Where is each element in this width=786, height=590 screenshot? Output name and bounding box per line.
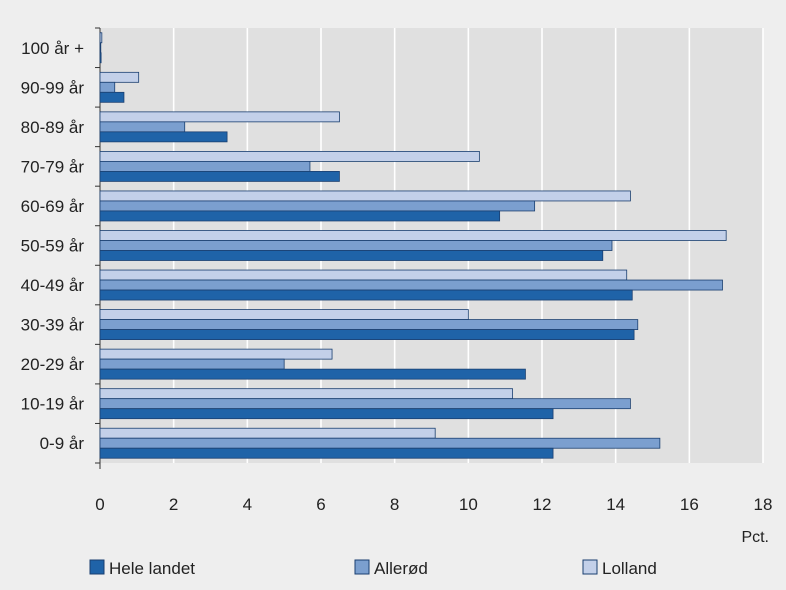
- bar: [99, 52, 102, 64]
- bar: [99, 447, 554, 459]
- x-tick-label: 18: [754, 495, 773, 514]
- bar: [99, 240, 613, 251]
- y-category-label: 70-79 år: [21, 157, 85, 176]
- y-category-label: 60-69 år: [21, 197, 85, 216]
- bar: [99, 368, 526, 380]
- x-tick-label: 6: [316, 495, 325, 514]
- bar: [99, 279, 723, 291]
- bar: [99, 319, 639, 330]
- y-category-label: 40-49 år: [21, 276, 85, 295]
- legend-swatch: [354, 559, 370, 575]
- bar: [99, 408, 554, 420]
- legend-swatch: [89, 559, 105, 575]
- x-tick-label: 16: [680, 495, 699, 514]
- bar: [99, 358, 285, 370]
- bar: [99, 32, 103, 44]
- x-tick-label: 2: [169, 495, 178, 514]
- x-unit-label: Pct.: [741, 529, 769, 546]
- bar: [99, 388, 513, 400]
- bar: [99, 309, 469, 320]
- legend-label: Hele landet: [109, 559, 195, 578]
- bar: [99, 111, 340, 123]
- x-tick-label: 0: [95, 495, 104, 514]
- y-category-label: 80-89 år: [21, 118, 85, 137]
- bar: [99, 121, 186, 133]
- y-category-label: 50-59 år: [21, 237, 85, 256]
- bar: [99, 71, 140, 83]
- x-tick-label: 4: [243, 495, 252, 514]
- bar: [99, 91, 125, 103]
- legend-swatch: [582, 559, 598, 575]
- bar: [99, 81, 116, 93]
- bar: [99, 151, 480, 162]
- bar: [99, 171, 340, 182]
- x-tick-label: 8: [390, 495, 399, 514]
- bar: [99, 348, 333, 360]
- x-tick-label: 12: [533, 495, 552, 514]
- legend-label: Allerød: [374, 559, 428, 578]
- legend-label: Lolland: [602, 559, 657, 578]
- bar: [99, 161, 311, 172]
- y-category-label: 20-29 år: [21, 355, 85, 374]
- bar: [99, 230, 727, 241]
- bar: [99, 200, 536, 212]
- bar: [99, 427, 436, 439]
- bar: [99, 190, 631, 202]
- bar: [99, 329, 635, 340]
- bar: [99, 269, 628, 281]
- x-tick-label: 10: [459, 495, 478, 514]
- y-category-label: 30-39 år: [21, 316, 85, 335]
- bar: [99, 210, 501, 222]
- bar: [99, 131, 228, 143]
- bar: [99, 289, 633, 301]
- x-tick-label: 14: [606, 495, 625, 514]
- y-category-label: 10-19 år: [21, 395, 85, 414]
- bar: [99, 398, 631, 410]
- y-category-label: 0-9 år: [40, 434, 85, 453]
- y-category-label: 100 år +: [21, 39, 84, 58]
- bar: [99, 250, 604, 261]
- bar: [99, 437, 661, 449]
- y-category-label: 90-99 år: [21, 78, 85, 97]
- bar: [99, 42, 102, 54]
